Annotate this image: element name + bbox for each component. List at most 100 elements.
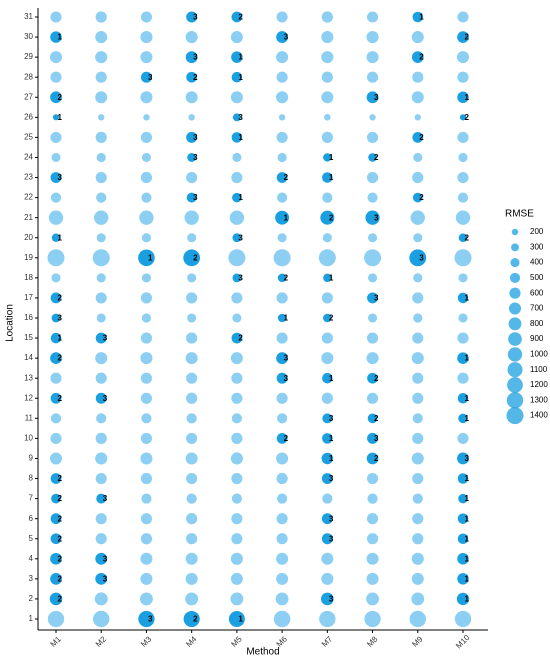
rank-label: 3 — [329, 414, 334, 423]
rank-label: 2 — [284, 273, 289, 282]
y-tick-label: 18 — [24, 273, 33, 282]
dot — [232, 192, 242, 203]
legend-dot — [508, 332, 522, 346]
dot — [51, 233, 61, 242]
legend-dot — [509, 287, 521, 299]
rank-label: 3 — [58, 314, 63, 323]
rank-label: 2 — [58, 93, 63, 102]
rank-label: 1 — [58, 334, 63, 343]
dot — [95, 572, 108, 585]
dot — [96, 152, 106, 163]
dot — [366, 11, 379, 23]
dot — [96, 273, 106, 283]
y-tick-label: 22 — [24, 193, 33, 202]
dot — [185, 592, 199, 606]
dot — [188, 114, 195, 121]
dot — [367, 372, 378, 384]
dot — [456, 51, 470, 64]
rank-label: 2 — [419, 193, 424, 202]
dot — [411, 592, 425, 606]
dot — [455, 210, 471, 225]
rank-label: 2 — [58, 294, 63, 303]
dot — [96, 413, 107, 424]
rank-label: 2 — [193, 615, 198, 624]
dot — [321, 533, 333, 545]
y-tick-label: 19 — [24, 253, 33, 262]
dot — [411, 51, 424, 63]
dot — [321, 552, 334, 565]
dot — [50, 71, 62, 83]
y-tick-label: 25 — [24, 133, 33, 142]
dot — [321, 473, 333, 485]
dot — [95, 392, 107, 404]
dot — [95, 472, 107, 485]
dot — [186, 131, 198, 143]
dot — [366, 31, 379, 44]
dot — [276, 452, 289, 465]
rank-label: 1 — [329, 273, 334, 282]
dot — [277, 413, 288, 424]
dot — [321, 392, 333, 404]
dot — [141, 192, 152, 203]
dot — [277, 152, 287, 163]
dot — [140, 131, 153, 143]
dot — [457, 11, 469, 23]
dot — [366, 91, 379, 104]
legend-label: 800 — [530, 319, 544, 328]
dot — [186, 71, 198, 83]
dot — [140, 513, 153, 525]
dot — [185, 452, 198, 465]
dot — [366, 552, 379, 565]
dot — [93, 610, 110, 628]
dot — [321, 131, 333, 144]
dot — [231, 392, 243, 404]
rank-label: 1 — [465, 514, 470, 523]
y-tick-label: 10 — [24, 434, 33, 443]
rank-label: 2 — [58, 534, 63, 543]
rank-label: 1 — [465, 595, 470, 604]
dot — [50, 573, 62, 585]
rank-label: 2 — [465, 233, 470, 242]
dot — [273, 249, 291, 267]
x-tick-label: M8 — [365, 634, 380, 649]
y-tick-label: 3 — [29, 574, 34, 583]
dot — [50, 11, 62, 23]
rank-label: 1 — [284, 314, 289, 323]
x-tick-label: M5 — [229, 634, 244, 649]
rank-label: 3 — [329, 534, 334, 543]
legend-dot — [507, 377, 523, 393]
dot — [456, 592, 470, 606]
legend-label: 1300 — [530, 395, 548, 404]
dot — [186, 332, 198, 344]
dot — [275, 592, 289, 606]
rank-label: 2 — [374, 454, 379, 463]
dot — [185, 31, 198, 44]
dot — [232, 313, 242, 323]
dot — [140, 51, 153, 64]
legend-title: RMSE — [505, 209, 534, 220]
dot — [458, 233, 468, 243]
dot — [411, 452, 424, 465]
dot — [50, 473, 62, 484]
legend-label: 900 — [530, 334, 544, 343]
rank-label: 2 — [58, 595, 63, 604]
rank-label: 1 — [465, 494, 470, 503]
dot — [457, 192, 469, 203]
dot — [321, 292, 333, 304]
dot — [276, 11, 288, 23]
legend-dot — [511, 243, 519, 252]
y-tick-label: 21 — [24, 213, 33, 222]
dot — [140, 352, 153, 365]
y-tick-label: 9 — [29, 454, 34, 463]
dot — [50, 172, 62, 184]
dot — [138, 610, 155, 628]
dot — [231, 413, 242, 424]
y-tick-label: 13 — [24, 373, 33, 382]
dot — [96, 233, 106, 243]
dot — [98, 114, 105, 121]
dot — [140, 472, 153, 485]
dot — [140, 31, 153, 44]
rank-label: 2 — [58, 474, 63, 483]
x-tick-label: M4 — [184, 634, 199, 649]
dot — [457, 573, 469, 585]
